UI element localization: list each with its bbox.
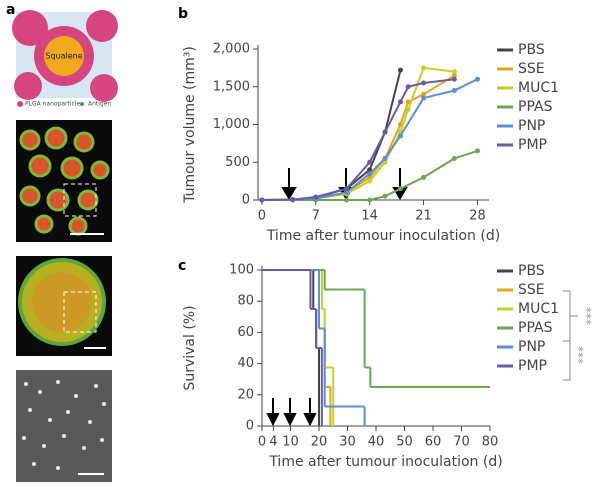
data-point — [421, 174, 427, 180]
data-point — [344, 189, 350, 195]
data-point — [397, 186, 403, 192]
legend-label: MUC1 — [518, 80, 559, 96]
data-point — [397, 67, 403, 73]
panel-label: b — [178, 6, 188, 22]
legend-label: MUC1 — [518, 301, 559, 317]
data-point — [405, 84, 411, 90]
x-tick-label: 80 — [482, 435, 499, 450]
data-point — [367, 171, 373, 177]
x-tick-label: 21 — [415, 209, 432, 224]
legend-label: PNP — [518, 118, 545, 134]
y-tick-label: 1,500 — [213, 79, 250, 94]
x-tick-label: 50 — [396, 435, 413, 450]
legend-label: PNP — [518, 339, 545, 355]
data-point — [382, 155, 388, 161]
data-point — [344, 186, 350, 192]
data-point — [474, 76, 480, 82]
y-tick-label: 80 — [237, 294, 254, 309]
series-line — [261, 78, 455, 201]
sem-image — [16, 370, 112, 482]
y-tick-label: 2,000 — [213, 42, 250, 57]
legend-text: Antigen — [88, 101, 111, 108]
y-tick-label: 20 — [237, 387, 254, 402]
legend-label: PMP — [518, 137, 547, 153]
y-tick-label: 0 — [242, 193, 250, 208]
core-label: Squalene — [45, 52, 82, 61]
y-tick-label: 0 — [246, 419, 254, 434]
y-axis-label: Tumour volume (mm³) — [182, 46, 198, 204]
fluorescence-image — [16, 120, 112, 242]
data-point — [382, 129, 388, 135]
data-point — [451, 69, 457, 75]
x-tick-label: 20 — [311, 435, 328, 450]
data-point — [474, 148, 480, 154]
legend-label: SSE — [518, 282, 545, 298]
data-point — [451, 72, 457, 78]
x-tick-label: 10 — [282, 435, 299, 450]
panel-label: a — [6, 2, 15, 18]
annotation: *** — [572, 346, 586, 364]
y-tick-label: 40 — [237, 356, 254, 371]
data-point — [405, 99, 411, 105]
data-point — [451, 76, 457, 82]
data-point — [451, 88, 457, 94]
series-line — [261, 69, 402, 201]
panel-label: c — [178, 258, 186, 274]
legend-label: PMP — [518, 358, 547, 374]
significance-bracket — [563, 290, 578, 381]
data-point — [405, 106, 411, 112]
x-tick-label: 40 — [368, 435, 385, 450]
data-point — [313, 194, 319, 200]
data-point — [421, 65, 427, 71]
x-tick-label: 4 — [269, 435, 277, 450]
data-point — [421, 95, 427, 101]
dose-arrow — [266, 168, 408, 427]
x-tick-label: 7 — [312, 209, 320, 224]
data-point — [397, 99, 403, 105]
y-axis-label: Survival (%) — [182, 305, 198, 390]
data-point — [382, 193, 388, 199]
y-tick-label: 60 — [237, 325, 254, 340]
x-axis-label: Time after tumour inoculation (d) — [266, 228, 500, 244]
x-tick-label: 0 — [258, 435, 266, 450]
x-tick-label: 60 — [425, 435, 442, 450]
x-tick-label: 70 — [453, 435, 470, 450]
x-tick-label: 30 — [339, 435, 356, 450]
legend-label: PBS — [518, 263, 545, 279]
data-point — [367, 159, 373, 165]
fluorescence-zoom — [16, 256, 112, 356]
x-tick-label: 0 — [258, 209, 266, 224]
legend-label: PBS — [518, 42, 545, 58]
x-axis-label: Time after tumour inoculation (d) — [268, 454, 502, 470]
y-tick-label: 500 — [225, 155, 250, 170]
y-tick-label: 100 — [229, 263, 254, 278]
data-point — [367, 178, 373, 184]
data-point — [421, 91, 427, 97]
data-point — [259, 197, 265, 203]
data-point — [367, 197, 373, 203]
illustration: Squalene PLGA nanoparticle Antigen — [12, 10, 118, 108]
annotation: *** — [580, 307, 594, 325]
data-point — [344, 197, 350, 203]
x-tick-label: 28 — [469, 209, 486, 224]
legend-text: PLGA nanoparticle — [25, 101, 81, 108]
legend-label: SSE — [518, 61, 545, 77]
x-tick-label: 14 — [361, 209, 378, 224]
legend-label: PPAS — [518, 99, 553, 115]
legend-label: PPAS — [518, 320, 553, 336]
y-tick-label: 1,000 — [213, 117, 250, 132]
data-point — [421, 80, 427, 86]
data-point — [290, 197, 296, 203]
data-point — [397, 133, 403, 139]
data-point — [451, 155, 457, 161]
